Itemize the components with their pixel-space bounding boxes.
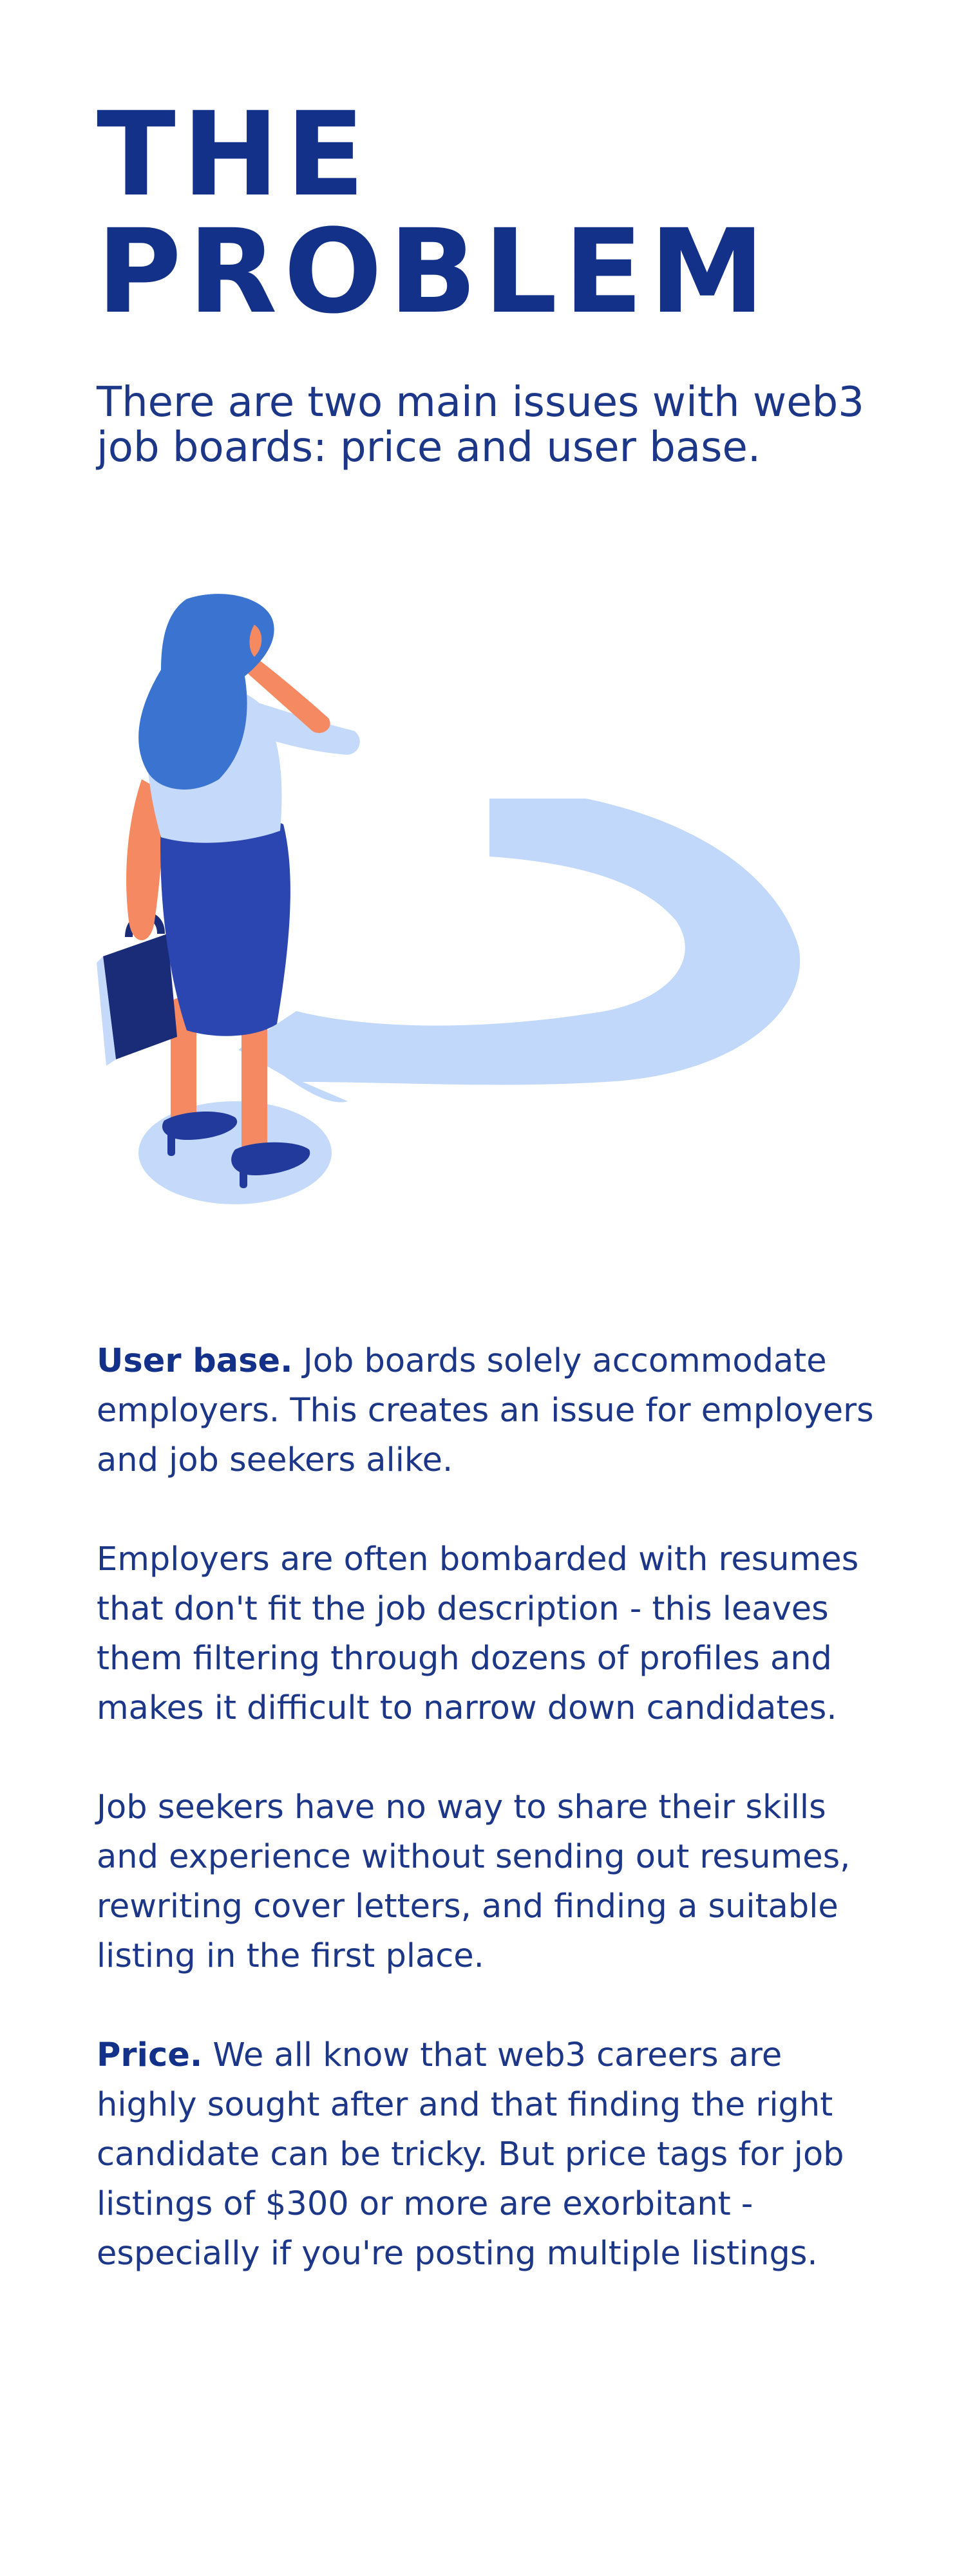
shoe-back: [162, 1111, 238, 1140]
paragraph-user-base: User base. Job boards solely accommodate…: [97, 1336, 889, 1485]
page-title: THE PROBLEM: [97, 97, 772, 331]
paragraph-price: Price. We all know that web3 careers are…: [97, 2031, 889, 2278]
body-text: User base. Job boards solely accommodate…: [97, 1336, 889, 2328]
title-line-2: PROBLEM: [97, 205, 772, 339]
shoe-front: [231, 1142, 310, 1175]
leg-back: [171, 998, 196, 1133]
price-text: We all know that web3 careers are highly…: [97, 2036, 844, 2273]
woman-question-mark-illustration: [97, 594, 800, 1204]
price-label: Price.: [97, 2036, 203, 2074]
paragraph-employers: Employers are often bombarded with resum…: [97, 1540, 859, 1727]
face: [249, 625, 262, 657]
title-line-1: THE: [97, 88, 372, 222]
arm-down: [126, 779, 164, 940]
briefcase: [103, 934, 177, 1059]
arm-raised-sleeve: [242, 699, 360, 755]
shoe-back-heel: [167, 1130, 175, 1156]
question-mark-shape: [238, 799, 800, 1103]
paragraph-job-seekers: Job seekers have no way to share their s…: [97, 1788, 851, 1975]
briefcase-edge: [97, 956, 116, 1066]
skirt: [160, 813, 290, 1036]
leg-front: [242, 1005, 267, 1153]
page-subtitle: There are two main issues with web3 job …: [97, 379, 864, 471]
user-base-text: Job boards solely accommodate employers.…: [97, 1342, 874, 1479]
hair: [138, 594, 274, 790]
user-base-label: User base.: [97, 1342, 293, 1380]
shoe-front-heel: [240, 1159, 247, 1188]
